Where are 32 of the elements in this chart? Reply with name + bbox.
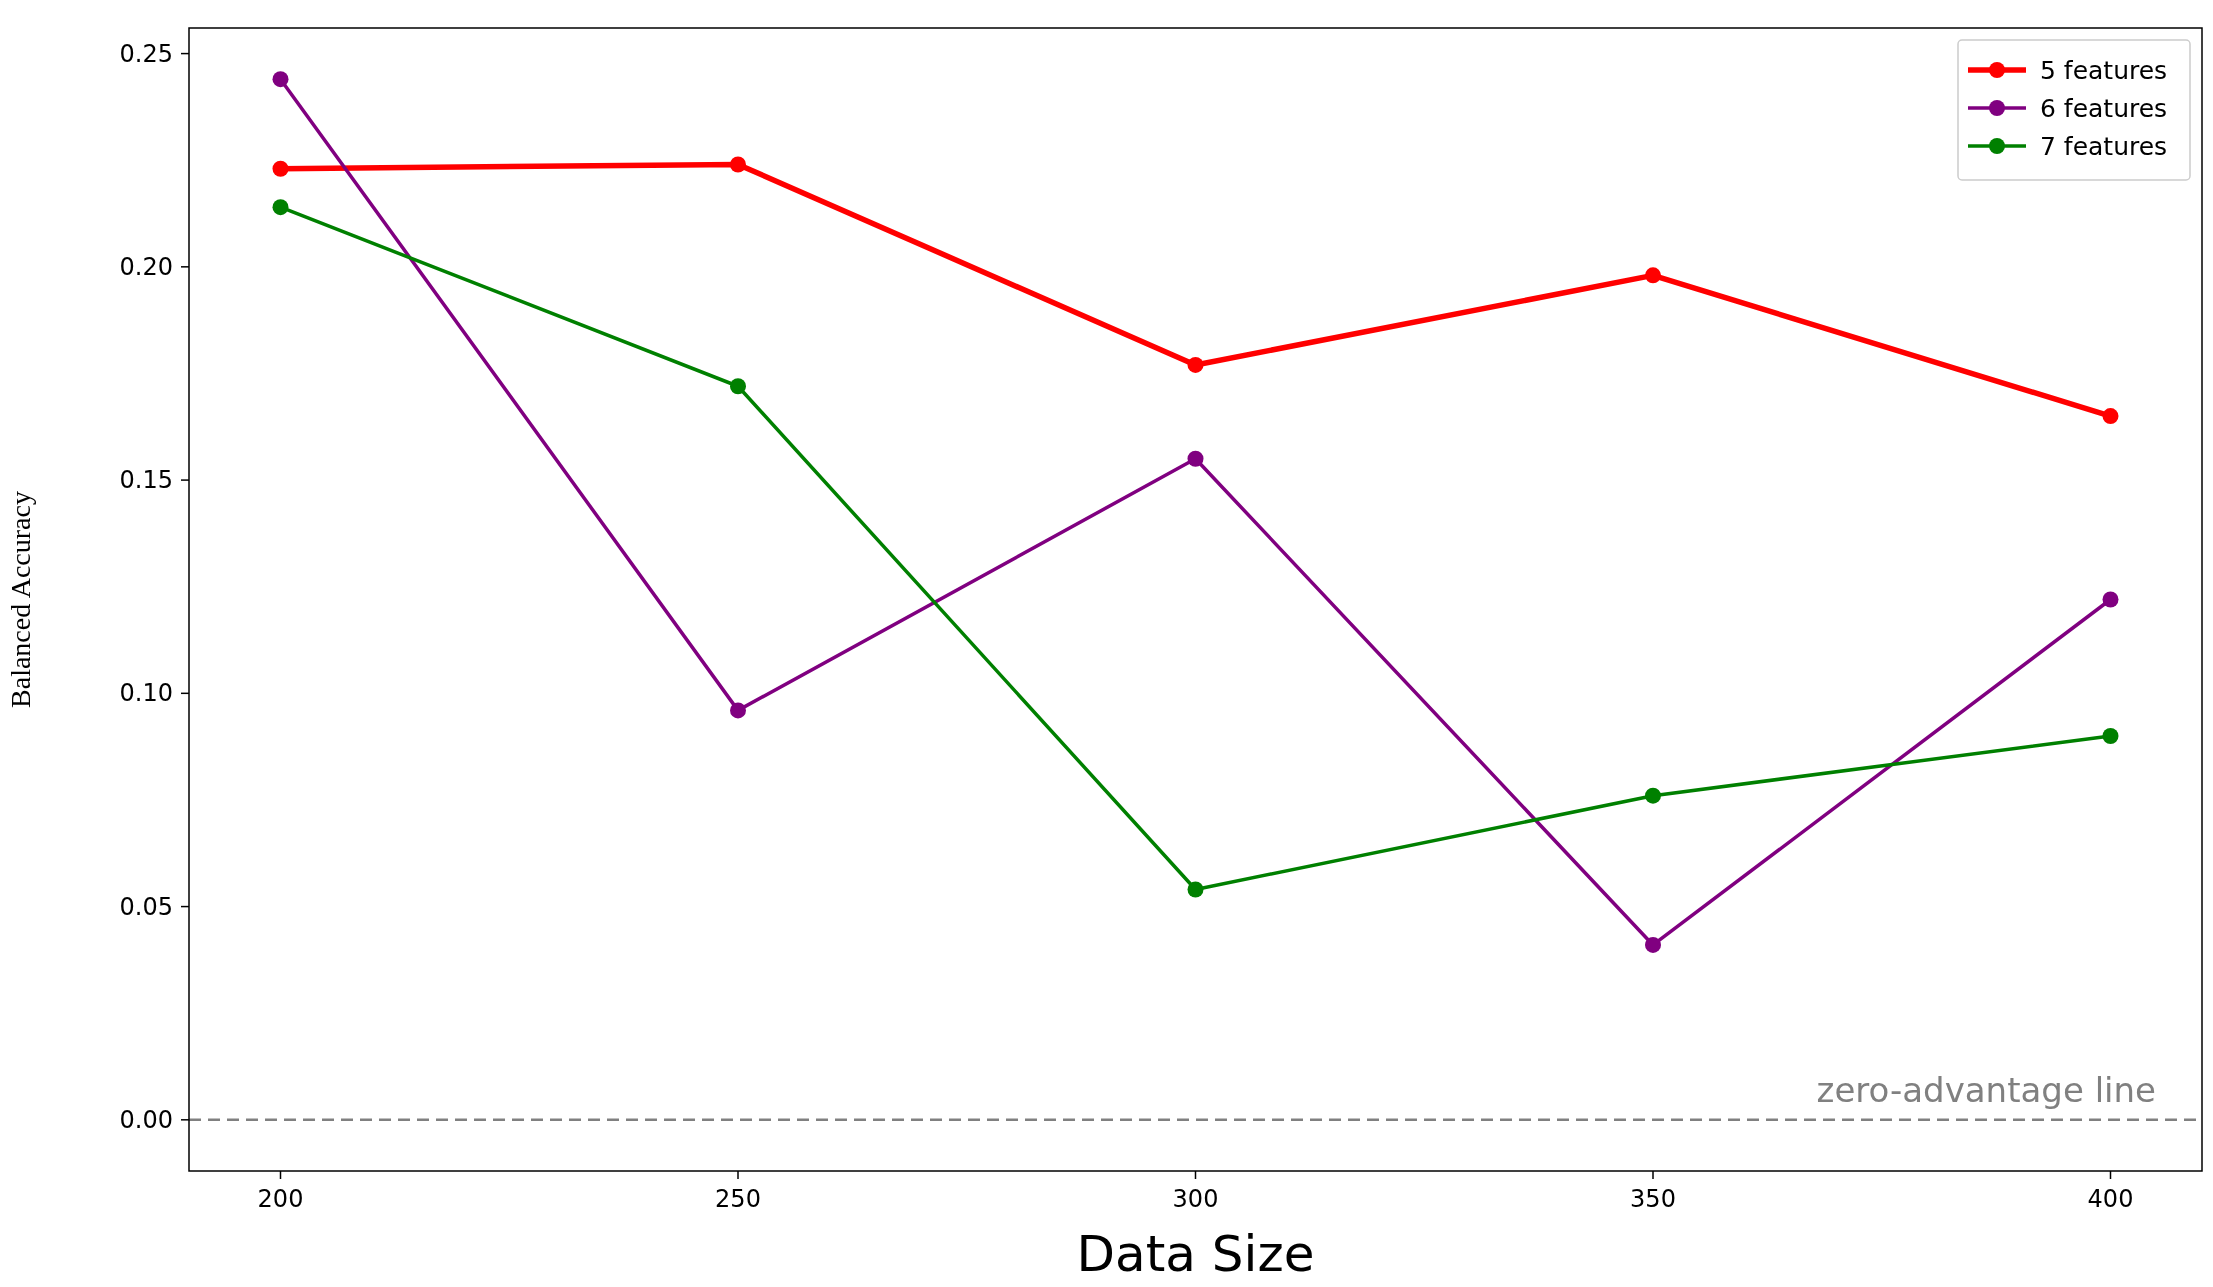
point — [272, 71, 289, 88]
x-tick-label: 200 — [257, 1185, 304, 1213]
legend-label: 6 features — [2040, 94, 2168, 123]
legend-label: 7 features — [2040, 132, 2168, 161]
point — [1187, 881, 1204, 898]
point — [1187, 450, 1204, 467]
y-tick-label: 0.05 — [119, 892, 173, 921]
y-tick-label: 0.20 — [119, 252, 173, 281]
y-tick-label: 0.00 — [119, 1105, 173, 1134]
point — [2102, 727, 2119, 744]
point — [2102, 591, 2119, 608]
point — [272, 160, 289, 177]
x-tick-label: 250 — [715, 1185, 761, 1213]
x-tick-label: 400 — [2087, 1185, 2134, 1213]
ref-line-label: zero-advantage line — [1816, 1069, 2156, 1110]
legend-label: 5 features — [2040, 56, 2168, 85]
y-axis-title: Balanced Accuracy — [5, 491, 36, 708]
point — [272, 199, 289, 216]
point — [1645, 787, 1661, 804]
point — [730, 702, 746, 719]
point — [1187, 356, 1204, 373]
x-axis-title: Data Size — [1076, 1225, 1315, 1283]
y-tick-label: 0.15 — [119, 466, 173, 495]
point — [730, 378, 746, 395]
x-tick-label: 350 — [1630, 1185, 1676, 1213]
point — [1645, 936, 1661, 953]
x-tick-label: 300 — [1172, 1185, 1219, 1213]
y-tick-label: 0.10 — [119, 679, 173, 708]
point — [730, 156, 746, 173]
point — [1645, 267, 1661, 284]
y-tick-label: 0.25 — [119, 39, 173, 68]
point — [2102, 408, 2119, 425]
